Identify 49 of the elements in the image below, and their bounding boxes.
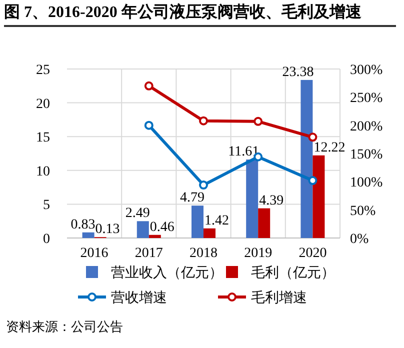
x-tick-label: 2020	[298, 246, 327, 261]
point	[144, 81, 154, 90]
y-tick-label: 10	[36, 164, 50, 180]
y2-tick-label: 300%	[350, 63, 383, 78]
point	[308, 132, 318, 142]
data-label: 23.38	[282, 64, 314, 80]
bar	[246, 160, 258, 238]
y2-tick-label: 200%	[350, 119, 383, 134]
chart-title: 图 7、2016-2020 年公司液压泵阀营收、毛利及增速	[4, 2, 396, 27]
legend-label: 毛利（亿元）	[251, 265, 335, 281]
data-label: 2.49	[125, 206, 150, 222]
x-tick-label: 2016	[80, 246, 108, 261]
bar	[204, 228, 216, 238]
point	[199, 116, 208, 126]
data-label: 4.79	[180, 190, 204, 206]
bar	[148, 234, 161, 238]
data-label: 0.83	[70, 217, 96, 232]
point	[144, 120, 154, 130]
x-tick-label: 2018	[190, 246, 218, 261]
y-tick-label: 25	[36, 63, 50, 78]
y2-tick-label: 0%	[350, 232, 369, 247]
x-tick-label: 2017	[134, 246, 163, 261]
point	[199, 180, 208, 190]
y-tick-label: 15	[36, 130, 50, 146]
data-label: 12.22	[314, 140, 346, 156]
y-tick-label: 0	[43, 232, 50, 247]
y2-tick-label: 100%	[350, 176, 383, 191]
y-tick-label: 20	[36, 96, 50, 112]
text: 资料来源：公司公告	[6, 318, 123, 336]
y2-tick-label: 50%	[350, 204, 376, 219]
y2-tick-label: 250%	[350, 91, 383, 106]
bar	[300, 80, 313, 238]
bar	[312, 155, 325, 238]
bar	[192, 206, 204, 238]
data-label: 0.46	[150, 220, 174, 235]
point	[308, 176, 318, 186]
data-label: 1.42	[204, 213, 229, 228]
x-tick-label: 2019	[244, 246, 272, 261]
bar	[258, 208, 270, 238]
data-label: 0.13	[95, 222, 120, 238]
bar	[136, 221, 149, 238]
legend-label: 营收增速	[111, 290, 167, 306]
y2-tick-label: 150%	[350, 148, 383, 162]
point	[254, 116, 263, 126]
y-tick-label: 5	[43, 198, 50, 214]
legend-label: 毛利增速	[251, 290, 307, 306]
legend-label: 营业收入（亿元）	[111, 265, 223, 281]
data-label: 4.39	[259, 193, 284, 208]
bar	[82, 232, 94, 238]
